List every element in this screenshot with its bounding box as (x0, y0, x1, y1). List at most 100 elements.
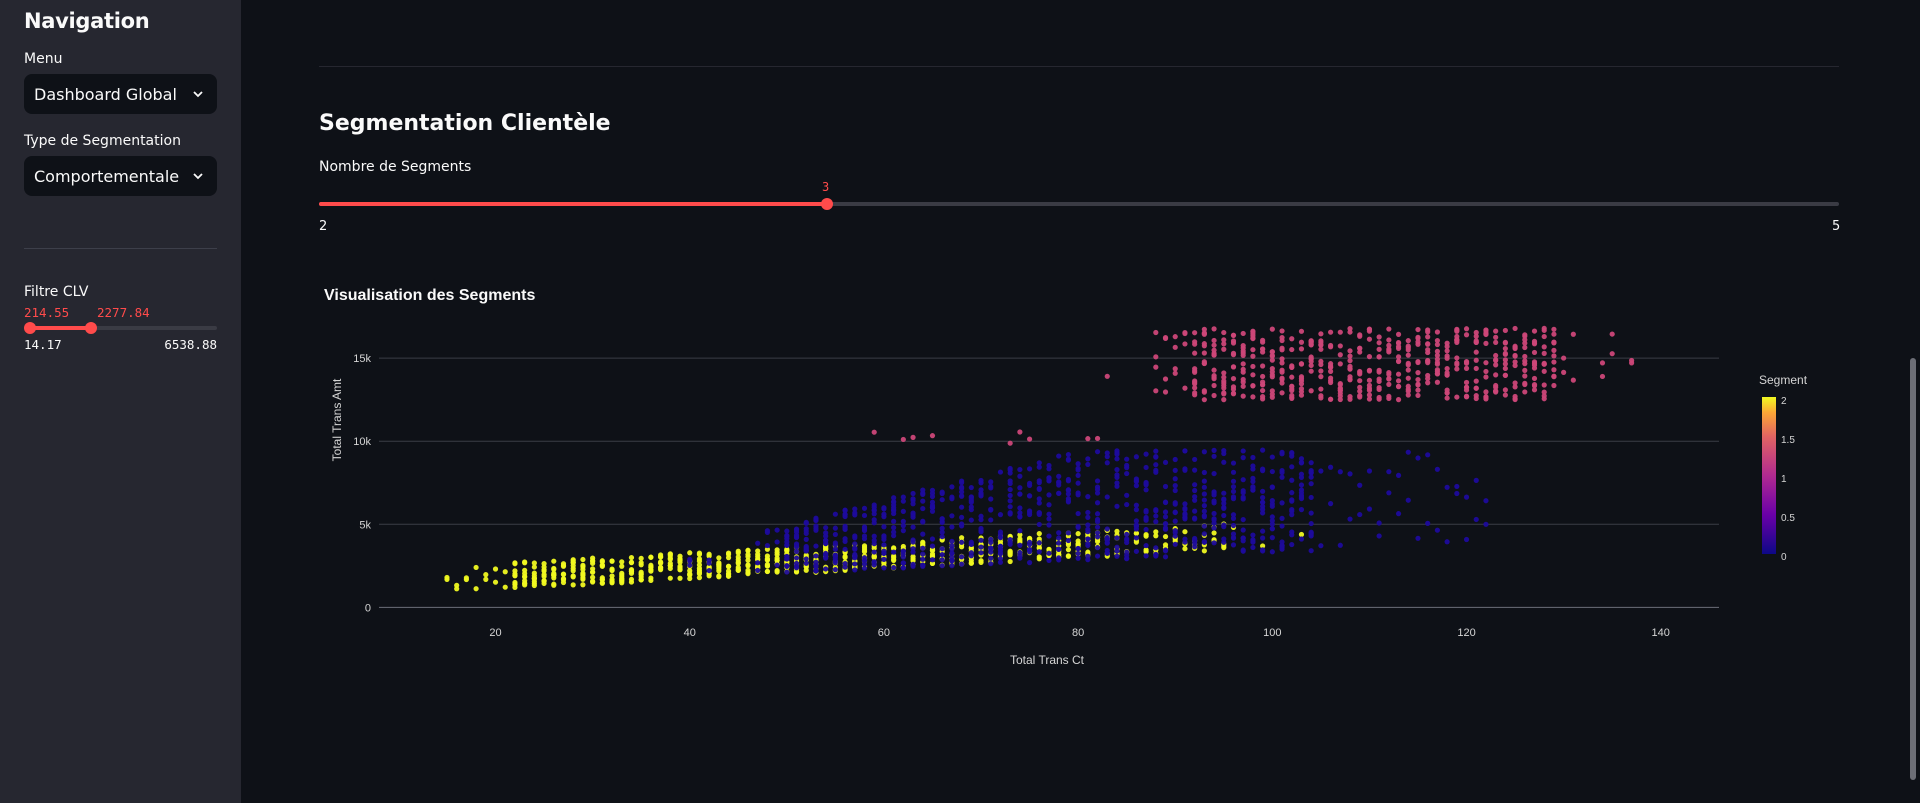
data-point (590, 558, 596, 564)
data-point (1434, 527, 1441, 533)
data-point (1230, 364, 1237, 370)
data-point (871, 517, 877, 523)
data-point (1541, 333, 1547, 340)
data-point (1085, 494, 1091, 500)
data-point (793, 542, 800, 549)
data-point (1551, 353, 1557, 359)
data-point (590, 574, 596, 580)
data-point (803, 556, 809, 562)
data-point (696, 556, 703, 562)
data-point (1269, 357, 1275, 363)
data-point (1162, 509, 1169, 515)
data-point (1007, 511, 1013, 517)
data-point (1463, 332, 1470, 338)
clv-range-slider[interactable]: 214.55 2277.84 14.17 6538.88 (23, 302, 217, 352)
data-point (1007, 539, 1013, 545)
data-point (1522, 373, 1528, 379)
data-point (1289, 506, 1295, 513)
data-point (881, 542, 887, 548)
data-point (1036, 510, 1042, 516)
data-point (1434, 337, 1441, 344)
data-point (551, 570, 557, 576)
data-point (871, 549, 877, 555)
data-point (852, 567, 858, 573)
data-point (1444, 372, 1450, 378)
data-point (1269, 391, 1275, 397)
data-point (1493, 362, 1499, 368)
data-point (1483, 396, 1489, 402)
data-point (988, 545, 994, 551)
clv-slider-low-handle[interactable] (23, 322, 36, 334)
data-point (861, 565, 868, 571)
clv-max-label: 6538.88 (164, 337, 217, 352)
data-point (823, 537, 829, 544)
segments-slider-handle[interactable] (821, 198, 833, 210)
data-point (1182, 505, 1188, 511)
data-point (1153, 462, 1159, 468)
data-point (1599, 360, 1606, 366)
data-point (1483, 360, 1489, 366)
segmentation-type-select[interactable]: Comportementale (24, 156, 217, 196)
data-point (910, 510, 916, 516)
data-point (1104, 535, 1110, 542)
data-point (1133, 483, 1139, 489)
data-point (832, 511, 838, 517)
data-point (1444, 539, 1450, 545)
menu-select[interactable]: Dashboard Global (24, 74, 217, 114)
data-point (1230, 332, 1237, 338)
data-point (1522, 332, 1528, 338)
data-point (1114, 472, 1120, 478)
data-point (1308, 520, 1314, 527)
data-point (929, 499, 936, 505)
data-point (1211, 453, 1217, 459)
data-point (1094, 484, 1101, 490)
data-point (1211, 540, 1217, 546)
data-point (920, 505, 926, 512)
data-point (861, 543, 868, 549)
data-point (1094, 500, 1101, 506)
data-point (1289, 477, 1295, 483)
scrollbar[interactable] (1906, 0, 1920, 803)
data-point (1279, 390, 1285, 396)
data-point (939, 557, 945, 563)
data-point (1250, 478, 1256, 485)
data-point (978, 537, 984, 543)
data-point (1192, 482, 1198, 488)
data-point (1094, 435, 1101, 442)
clv-slider-high-handle[interactable] (84, 322, 97, 334)
data-point (1201, 449, 1207, 455)
data-point (1221, 341, 1227, 347)
data-point (1366, 377, 1373, 383)
data-point (1240, 383, 1246, 389)
data-point (1366, 506, 1373, 512)
data-point (793, 560, 800, 567)
data-point (968, 498, 974, 504)
data-point (1308, 533, 1314, 539)
data-point (1017, 466, 1023, 473)
sidebar-title: Navigation (24, 9, 150, 33)
data-point (1298, 386, 1305, 392)
data-point (959, 523, 965, 529)
data-point (1075, 472, 1081, 479)
data-point (891, 565, 897, 571)
data-point (1366, 354, 1373, 360)
data-point (1075, 555, 1081, 561)
data-point (628, 560, 635, 566)
data-point (1463, 365, 1470, 371)
data-point (1094, 524, 1101, 530)
data-point (1104, 460, 1110, 466)
data-point (1114, 553, 1120, 559)
data-point (1036, 500, 1042, 506)
data-point (599, 559, 605, 565)
data-point (881, 565, 887, 571)
data-point (1337, 469, 1343, 475)
data-point (997, 469, 1004, 475)
scrollbar-thumb[interactable] (1910, 358, 1916, 780)
segments-slider[interactable] (319, 198, 1839, 210)
data-point (852, 533, 858, 539)
data-point (1541, 325, 1547, 332)
data-point (1425, 329, 1431, 335)
data-point (1289, 453, 1295, 459)
data-point (1609, 351, 1615, 357)
